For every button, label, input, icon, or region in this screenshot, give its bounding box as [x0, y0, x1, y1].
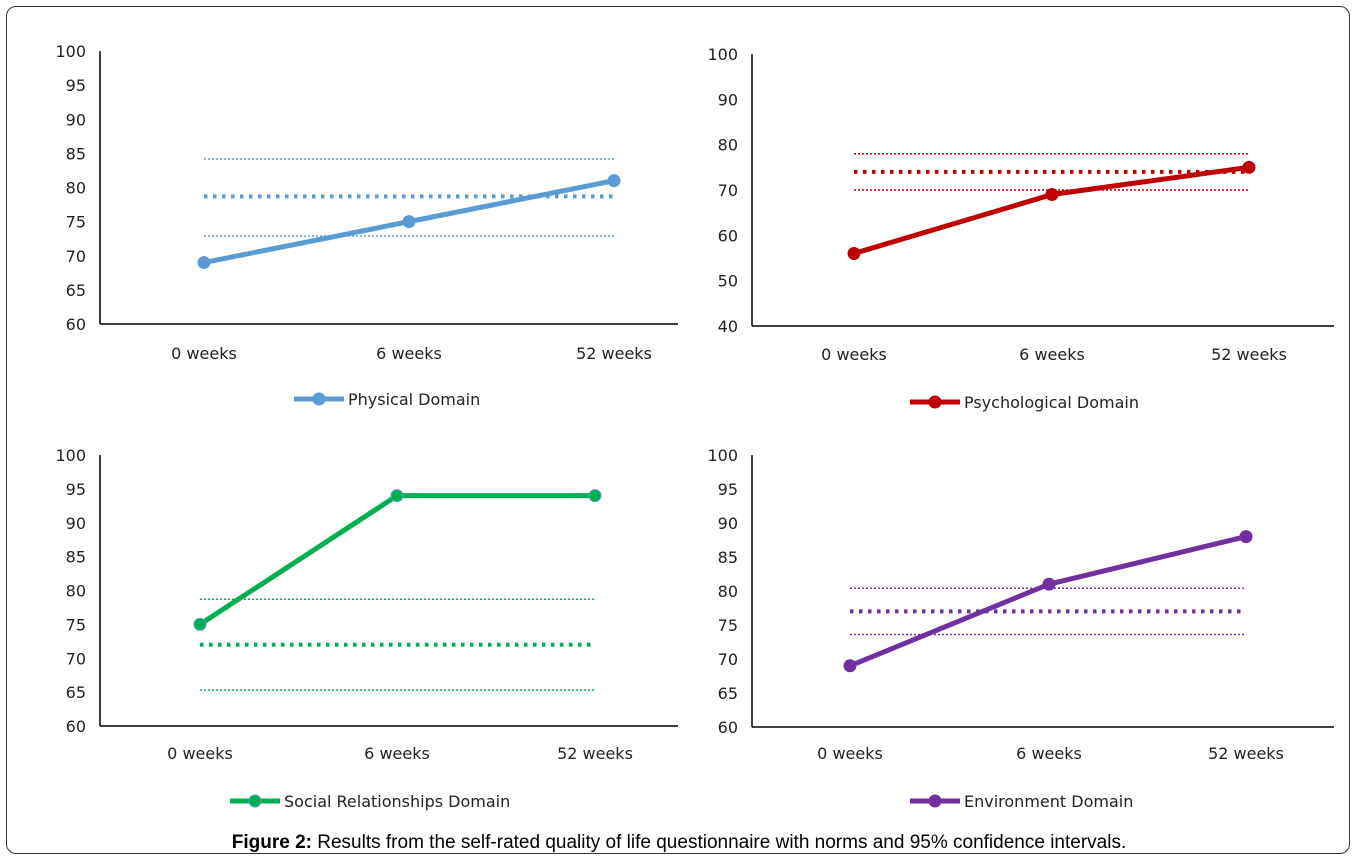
legend-label: Social Relationships Domain: [284, 792, 510, 811]
y-tick-label: 85: [66, 548, 86, 567]
data-point: [197, 256, 211, 270]
y-tick-label: 80: [66, 582, 86, 601]
y-tick-label: 100: [707, 45, 738, 64]
x-tick-label: 6 weeks: [1016, 744, 1082, 763]
y-tick-label: 65: [66, 683, 86, 702]
series-line: [849, 534, 1247, 669]
legend-swatch-marker: [928, 794, 942, 808]
y-tick-label: 70: [66, 247, 86, 266]
y-tick-label: 65: [66, 281, 86, 300]
data-point: [402, 215, 416, 229]
y-tick-label: 100: [55, 42, 86, 61]
data-point: [1045, 188, 1059, 202]
legend-swatch-marker: [928, 395, 942, 409]
y-tick-label: 90: [66, 514, 86, 533]
x-tick-label: 52 weeks: [576, 344, 652, 363]
legend-label: Psychological Domain: [964, 393, 1139, 412]
y-tick-label: 70: [718, 650, 738, 669]
x-tick-label: 6 weeks: [364, 744, 430, 763]
series-line: [853, 164, 1250, 256]
data-point: [847, 246, 861, 260]
chart-physical: 60 65 70 75 80 85 90 95 100 0 weeks 6 weeks 52 week…: [55, 42, 678, 409]
y-tick-label: 95: [718, 480, 738, 499]
y-tick-label: 70: [66, 649, 86, 668]
data-point: [607, 174, 621, 188]
y-tick-label: 75: [718, 616, 738, 635]
y-tick-label: 80: [718, 136, 738, 155]
data-point: [843, 659, 857, 673]
x-tick-label: 52 weeks: [557, 744, 633, 763]
figure-caption: Figure 2: Results from the self-rated qu…: [0, 832, 1358, 854]
legend-swatch-marker: [312, 392, 326, 406]
y-tick-label: 75: [66, 213, 86, 232]
x-tick-label: 0 weeks: [171, 344, 237, 363]
y-tick-label: 95: [66, 76, 86, 95]
y-tick-label: 90: [718, 90, 738, 109]
data-point: [1242, 160, 1256, 174]
x-tick-label: 0 weeks: [817, 744, 883, 763]
legend-label: Physical Domain: [348, 390, 480, 409]
y-tick-label: 60: [718, 718, 738, 737]
chart-environment: 60 65 70 75 80 85 90 95 100 0 weeks 6 weeks 52 week…: [707, 446, 1334, 811]
y-tick-label: 50: [718, 272, 738, 291]
y-tick-label: 60: [66, 315, 86, 334]
data-point: [193, 617, 207, 631]
legend-label: Environment Domain: [964, 792, 1133, 811]
caption-text: Results from the self-rated quality of l…: [311, 832, 1127, 853]
data-point: [390, 489, 404, 503]
data-point: [588, 489, 602, 503]
x-tick-label: 52 weeks: [1208, 744, 1284, 763]
y-tick-label: 85: [718, 548, 738, 567]
chart-psychological: 40 50 60 70 80 90 100 0 weeks 6 weeks 52 weeks Psy…: [707, 45, 1334, 412]
y-tick-label: 100: [707, 446, 738, 465]
y-tick-label: 60: [66, 717, 86, 736]
y-tick-label: 90: [66, 110, 86, 129]
y-tick-label: 80: [718, 582, 738, 601]
y-tick-label: 70: [718, 181, 738, 200]
y-tick-label: 40: [718, 317, 738, 336]
x-tick-label: 0 weeks: [167, 744, 233, 763]
y-tick-label: 80: [66, 179, 86, 198]
x-tick-label: 6 weeks: [376, 344, 442, 363]
y-tick-label: 65: [718, 684, 738, 703]
data-point: [1239, 530, 1253, 544]
y-tick-label: 90: [718, 514, 738, 533]
figure-frame: [6, 6, 1350, 854]
data-point: [1042, 577, 1056, 591]
y-tick-label: 60: [718, 226, 738, 245]
x-tick-label: 0 weeks: [821, 345, 887, 364]
x-tick-label: 52 weeks: [1211, 345, 1287, 364]
y-tick-label: 95: [66, 480, 86, 499]
legend-swatch-marker: [248, 794, 262, 808]
y-tick-label: 75: [66, 615, 86, 634]
caption-label: Figure 2:: [231, 832, 312, 853]
x-tick-label: 6 weeks: [1019, 345, 1085, 364]
series-line: [198, 493, 595, 627]
chart-social: 60 65 70 75 80 85 90 95 100 0 weeks 6 weeks 52 week…: [55, 446, 678, 811]
y-tick-label: 85: [66, 144, 86, 163]
y-tick-label: 100: [55, 446, 86, 465]
